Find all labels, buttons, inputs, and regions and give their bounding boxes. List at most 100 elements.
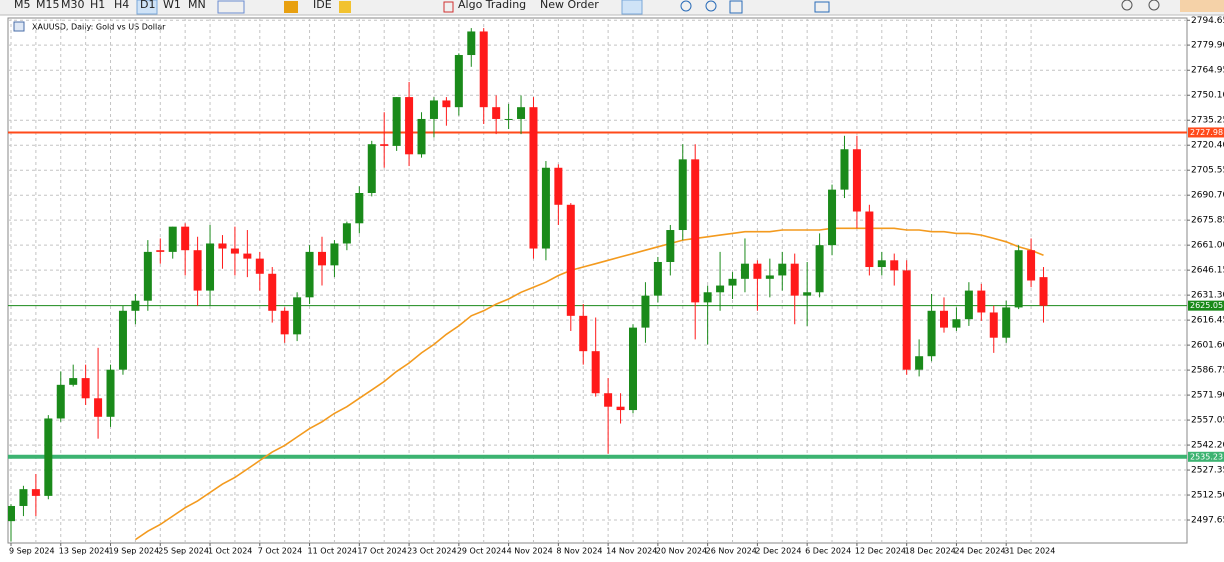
chart-bars[interactable]	[621, 0, 643, 15]
search[interactable]	[1121, 0, 1133, 11]
candle-body	[517, 107, 526, 119]
y-tick-label: 2571.90	[1191, 391, 1224, 401]
price-tag	[1188, 127, 1224, 138]
candle-body	[479, 31, 488, 108]
screenshot[interactable]	[814, 1, 830, 13]
zoom-in[interactable]	[680, 0, 692, 12]
notifications[interactable]	[1148, 0, 1160, 11]
candle-body	[218, 243, 227, 249]
toolbar-group: Algo Trading New Order IDE M5 M15 M30 H1 H4 D…	[14, 0, 1224, 15]
script-icon[interactable]	[339, 1, 351, 13]
x-tick-label: 20 Nov 2024	[656, 547, 707, 556]
timeframe-button[interactable]: H4	[114, 0, 129, 11]
x-tick-label: 13 Sep 2024	[59, 547, 110, 556]
timeframe-button[interactable]: M15	[36, 0, 60, 11]
candle-body	[579, 315, 588, 352]
candle-body	[653, 261, 662, 296]
candle-body	[255, 258, 264, 274]
y-tick-label: 2690.70	[1191, 191, 1224, 201]
candle-body	[890, 260, 899, 271]
candle-body	[442, 100, 451, 108]
timeframe-button[interactable]: H1	[90, 0, 105, 11]
candle-body	[790, 263, 799, 296]
candle-body	[765, 275, 774, 279]
x-tick-label: 11 Oct 2024	[308, 547, 357, 556]
candle-body	[989, 312, 998, 338]
plot-layer	[8, 18, 1187, 543]
candle-body	[1027, 250, 1036, 281]
chart-icon	[13, 21, 25, 32]
candle-body	[355, 193, 364, 224]
y-tick-label: 2705.55	[1191, 166, 1224, 176]
timeframe-button[interactable]: M30	[61, 0, 85, 11]
candle-body	[703, 292, 712, 303]
candle-body	[243, 253, 252, 259]
line-tool[interactable]	[217, 0, 245, 14]
y-tick-label: 2779.90	[1191, 41, 1224, 51]
candle-body	[56, 384, 65, 419]
candle-body	[504, 118, 513, 120]
candle-body	[230, 248, 239, 254]
x-tick-label: 24 Dec 2024	[954, 547, 1005, 556]
timeframe-button[interactable]: D1	[140, 0, 155, 11]
candle-body	[454, 55, 463, 108]
x-tick-label: 1 Oct 2024	[208, 547, 252, 556]
y-tick-label: 2557.05	[1191, 416, 1224, 426]
candle-body	[554, 167, 563, 205]
x-tick-label: 9 Sep 2024	[9, 547, 55, 556]
candle-body	[566, 204, 575, 316]
candle-body	[591, 351, 600, 394]
candle-body	[305, 251, 314, 298]
candle-body	[604, 393, 613, 407]
y-tick-label: 2750.10	[1191, 91, 1224, 101]
candle-body	[19, 489, 28, 506]
new-order[interactable]: New Order	[540, 0, 599, 11]
x-tick-label: 29 Oct 2024	[457, 547, 506, 556]
timeframe-button[interactable]: W1	[163, 0, 181, 11]
chart-title: XAUUSD, Daily: Gold vs US Dollar	[32, 23, 166, 32]
candle-body	[740, 263, 749, 279]
tile-windows[interactable]	[729, 0, 743, 14]
zoom-out[interactable]	[705, 0, 717, 12]
ide[interactable]: IDE	[313, 0, 332, 11]
candle-body	[156, 250, 165, 252]
candle-body	[629, 327, 637, 411]
candle-body	[666, 230, 675, 262]
x-tick-label: 23 Oct 2024	[407, 547, 456, 556]
price-tag	[1188, 451, 1224, 462]
candle-body	[417, 118, 426, 155]
x-tick-label: 25 Sep 2024	[158, 547, 209, 556]
x-tick-label: 6 Dec 2024	[805, 547, 851, 556]
y-tick-label: 2661.00	[1191, 241, 1224, 251]
candle-body	[691, 159, 700, 303]
candle-body	[852, 149, 861, 212]
candle-body	[131, 300, 140, 311]
algo-icon[interactable]	[443, 1, 454, 13]
account-icon[interactable]	[1180, 0, 1224, 12]
candle-body	[778, 263, 787, 276]
candle-body	[280, 310, 289, 335]
market-button[interactable]	[284, 1, 298, 13]
candle-body	[31, 489, 40, 496]
candle-body	[753, 263, 762, 279]
candle-body	[977, 290, 986, 313]
candle-body	[467, 31, 476, 56]
x-tick-label: 2 Dec 2024	[755, 547, 801, 556]
timeframe-button[interactable]: MN	[188, 0, 206, 11]
candle-body	[405, 97, 414, 155]
x-tick-label: 19 Sep 2024	[109, 547, 160, 556]
algo-trading[interactable]: Algo Trading	[458, 0, 526, 11]
y-tick-label: 2527.35	[1191, 466, 1224, 476]
timeframe-button[interactable]: M5	[14, 0, 31, 11]
candle-body	[429, 100, 438, 119]
toolbar	[0, 0, 1224, 15]
candle-body	[828, 189, 837, 246]
candle-body	[106, 369, 115, 417]
y-tick-label: 2631.30	[1191, 291, 1224, 301]
candle-body	[143, 251, 152, 301]
y-tick-label: 2586.75	[1191, 366, 1224, 376]
candle-body	[964, 290, 973, 320]
candle-body	[367, 144, 376, 193]
y-tick-label: 2675.85	[1191, 216, 1224, 226]
